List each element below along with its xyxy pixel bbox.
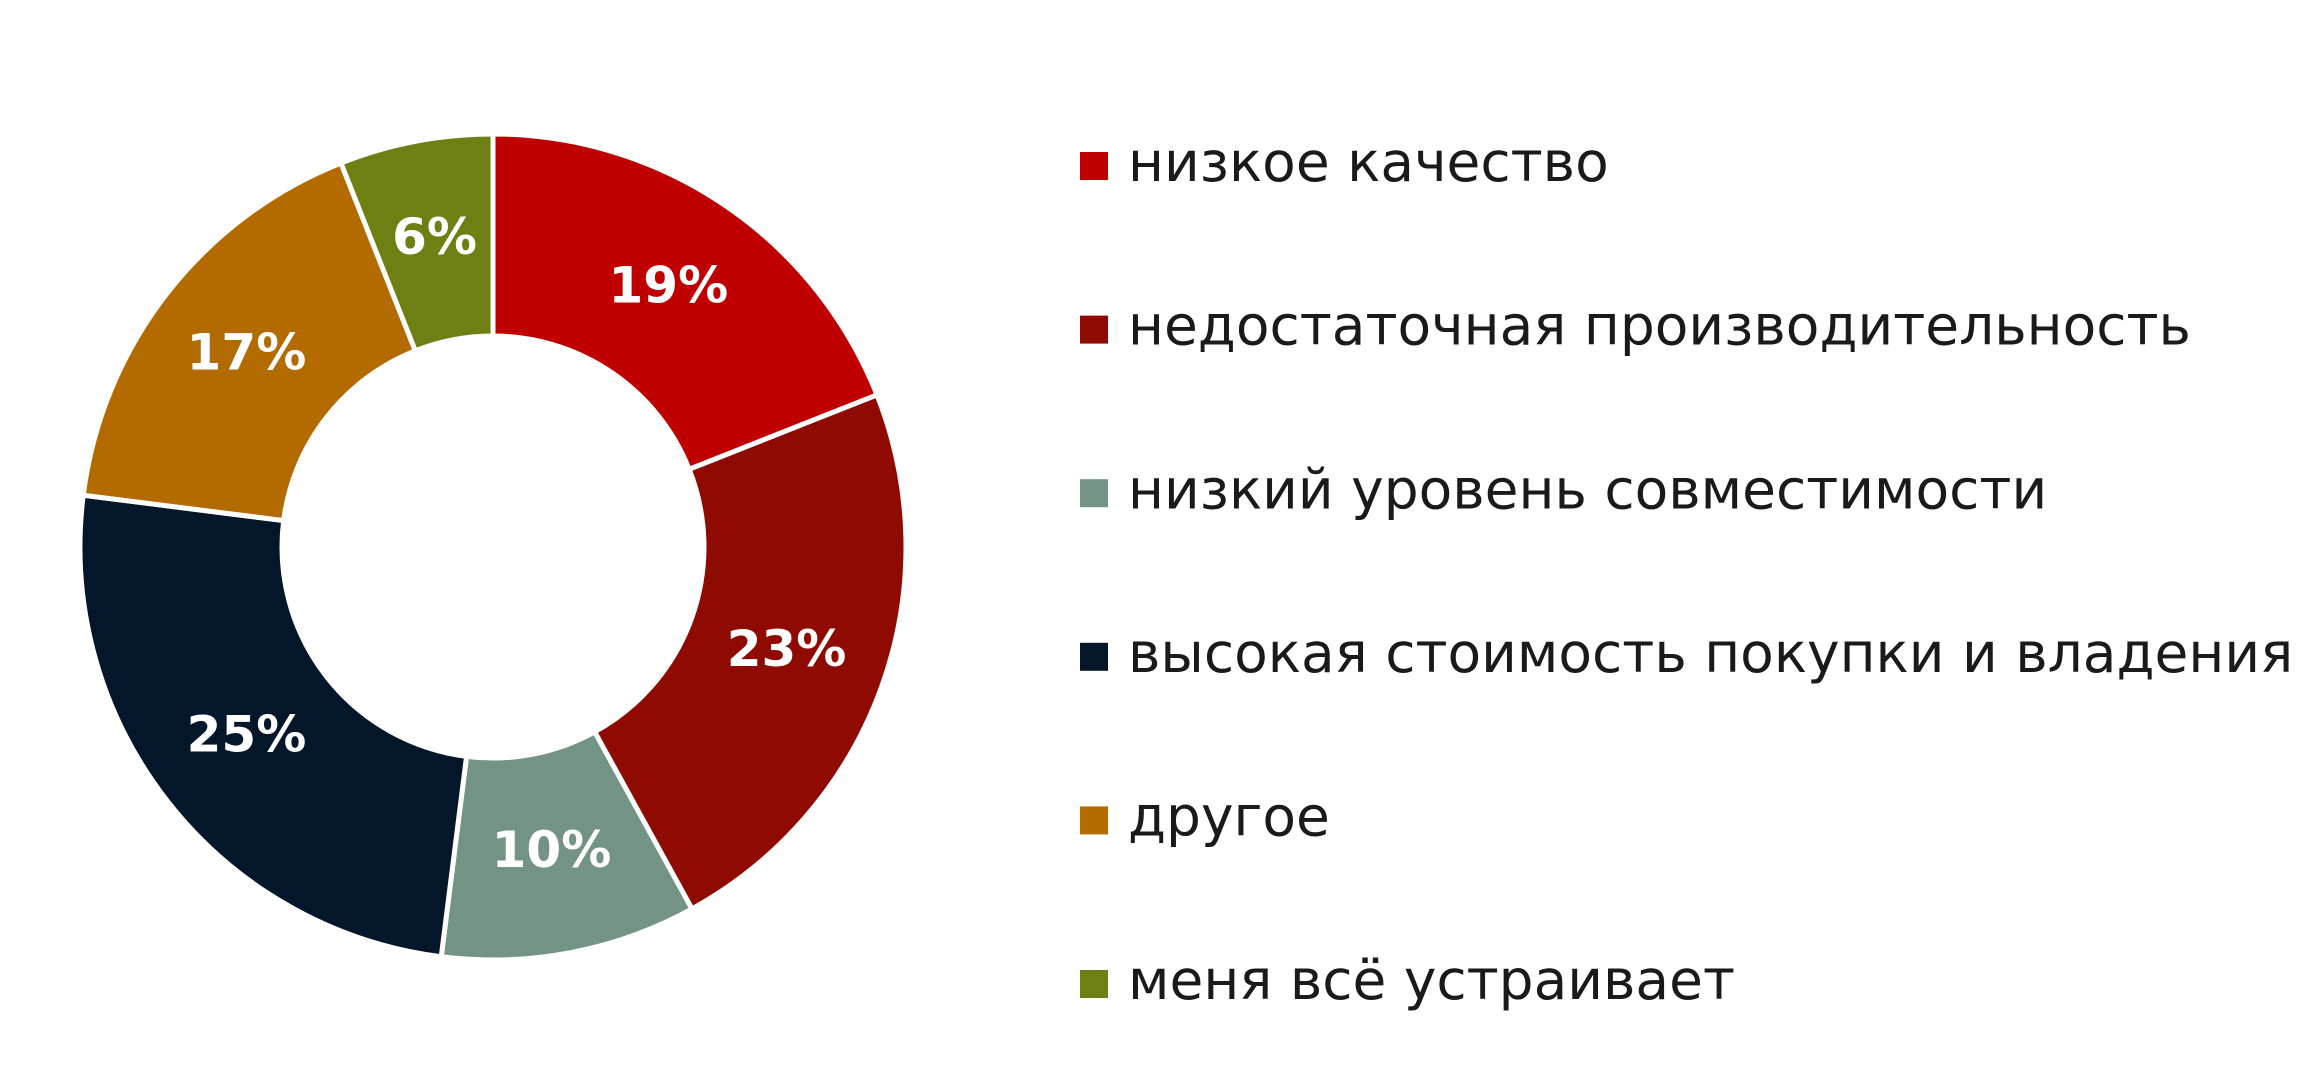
legend-swatch [1080, 806, 1108, 835]
legend-label: недостаточная производительность [1128, 294, 2191, 358]
slice [438, 728, 696, 963]
data-label: 6% [392, 208, 477, 266]
data-label: 19% [609, 256, 729, 314]
legend-label: меня всё устраивает [1128, 948, 1735, 1012]
data-label: 25% [187, 706, 307, 764]
data-label: 17% [187, 323, 307, 381]
slice [80, 159, 419, 524]
legend-swatch [1080, 970, 1108, 998]
legend-swatch [1080, 152, 1108, 180]
legend-swatch [1080, 315, 1108, 344]
slice [337, 131, 496, 355]
slice [490, 131, 881, 473]
legend-label: другое [1128, 785, 1330, 849]
legend-label: низкое качество [1128, 130, 1609, 194]
legend-swatch [1080, 479, 1108, 508]
slice [77, 492, 470, 960]
legend-label: высокая стоимость покупки и владения [1128, 621, 2293, 685]
legend-swatch [1080, 642, 1108, 671]
data-label: 10% [492, 821, 612, 879]
legend-label: низкий уровень совместимости [1128, 457, 2047, 521]
data-label: 23% [727, 620, 847, 678]
slice [591, 391, 909, 913]
